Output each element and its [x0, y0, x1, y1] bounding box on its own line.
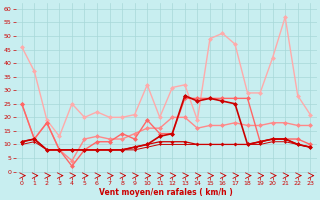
X-axis label: Vent moyen/en rafales ( km/h ): Vent moyen/en rafales ( km/h ): [99, 188, 233, 197]
